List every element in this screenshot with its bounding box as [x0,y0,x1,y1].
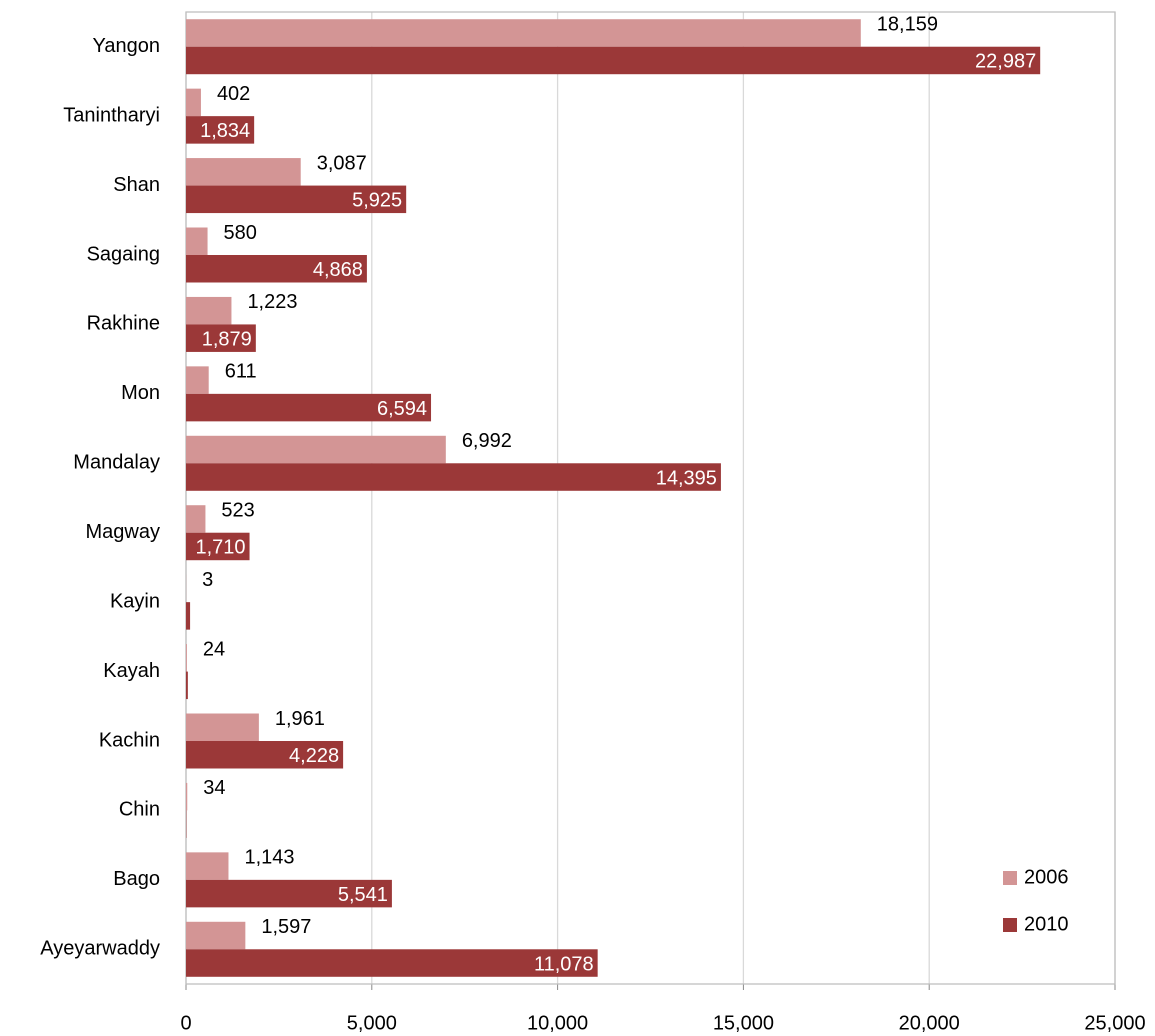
bar [186,158,301,186]
data-label: 18,159 [877,13,938,35]
y-tick-label: Shan [113,174,160,196]
bar [186,88,201,117]
plot-border [185,11,1116,985]
data-label: 3 [202,569,213,591]
data-label: 14,395 [656,467,717,489]
bar [186,324,256,352]
data-label: 402 [217,83,250,105]
legend-swatch [1003,918,1017,932]
y-tick-label: Kayah [103,660,160,682]
data-label: 1,597 [261,916,311,938]
legend-swatch [1003,871,1017,885]
data-label: 4,228 [289,745,339,767]
bar [186,185,407,214]
legend-label: 2010 [1024,913,1069,935]
bar [186,227,208,255]
bar [186,644,187,672]
data-label: 4,868 [313,259,363,281]
bar [186,296,232,325]
bar [186,949,598,977]
bar [186,713,259,741]
x-tick-label: 0 [180,1012,191,1034]
bar [186,46,1041,75]
x-tick-label: 10,000 [527,1012,588,1034]
data-label: 11,078 [534,953,594,975]
data-label: 1,834 [200,120,250,142]
x-tick-label: 20,000 [899,1012,960,1034]
data-label: 24 [203,638,225,660]
bar [186,671,188,700]
y-tick-label: Bago [113,868,160,890]
y-tick-label: Sagaing [87,243,160,265]
y-tick-label: Ayeyarwaddy [40,938,160,960]
data-label: 5,541 [338,884,388,906]
bar [186,505,206,533]
bar [186,741,344,769]
data-label: 523 [221,499,254,521]
bar [186,782,188,811]
x-tick-label: 5,000 [347,1012,397,1034]
bar [186,602,191,630]
y-tick-label: Kayin [110,590,160,612]
bar [186,463,721,491]
data-label: 611 [225,361,257,383]
data-label: 34 [203,777,225,799]
data-label: 1,879 [202,328,252,350]
data-label: 1,223 [247,291,297,313]
data-label: 1,143 [244,847,294,869]
bar [186,19,861,47]
bar [186,366,209,394]
bar [186,921,246,950]
y-tick-label: Magway [86,521,160,543]
data-label: 5,925 [352,190,402,212]
bar [186,532,250,561]
y-tick-label: Rakhine [87,313,160,335]
y-tick-label: Mon [121,382,160,404]
y-tick-label: Chin [119,799,160,821]
bar [186,879,392,908]
data-label: 580 [224,222,257,244]
data-label: 22,987 [975,51,1036,73]
data-label: 1,961 [275,708,325,730]
legend-label: 2006 [1024,866,1069,888]
bar [186,852,229,880]
bar [186,255,367,283]
data-label: 1,710 [195,537,245,559]
bar [186,116,255,144]
x-tick-label: 15,000 [713,1012,774,1034]
y-tick-label: Tanintharyi [63,104,160,126]
y-tick-label: Kachin [99,729,160,751]
data-label: 6,992 [462,430,512,452]
bar [186,393,432,422]
x-tick-label: 25,000 [1084,1012,1145,1034]
y-tick-label: Yangon [93,35,160,57]
y-tick-label: Mandalay [73,452,160,474]
bar [186,435,446,464]
data-label: 6,594 [377,398,427,420]
data-label: 3,087 [317,152,367,174]
